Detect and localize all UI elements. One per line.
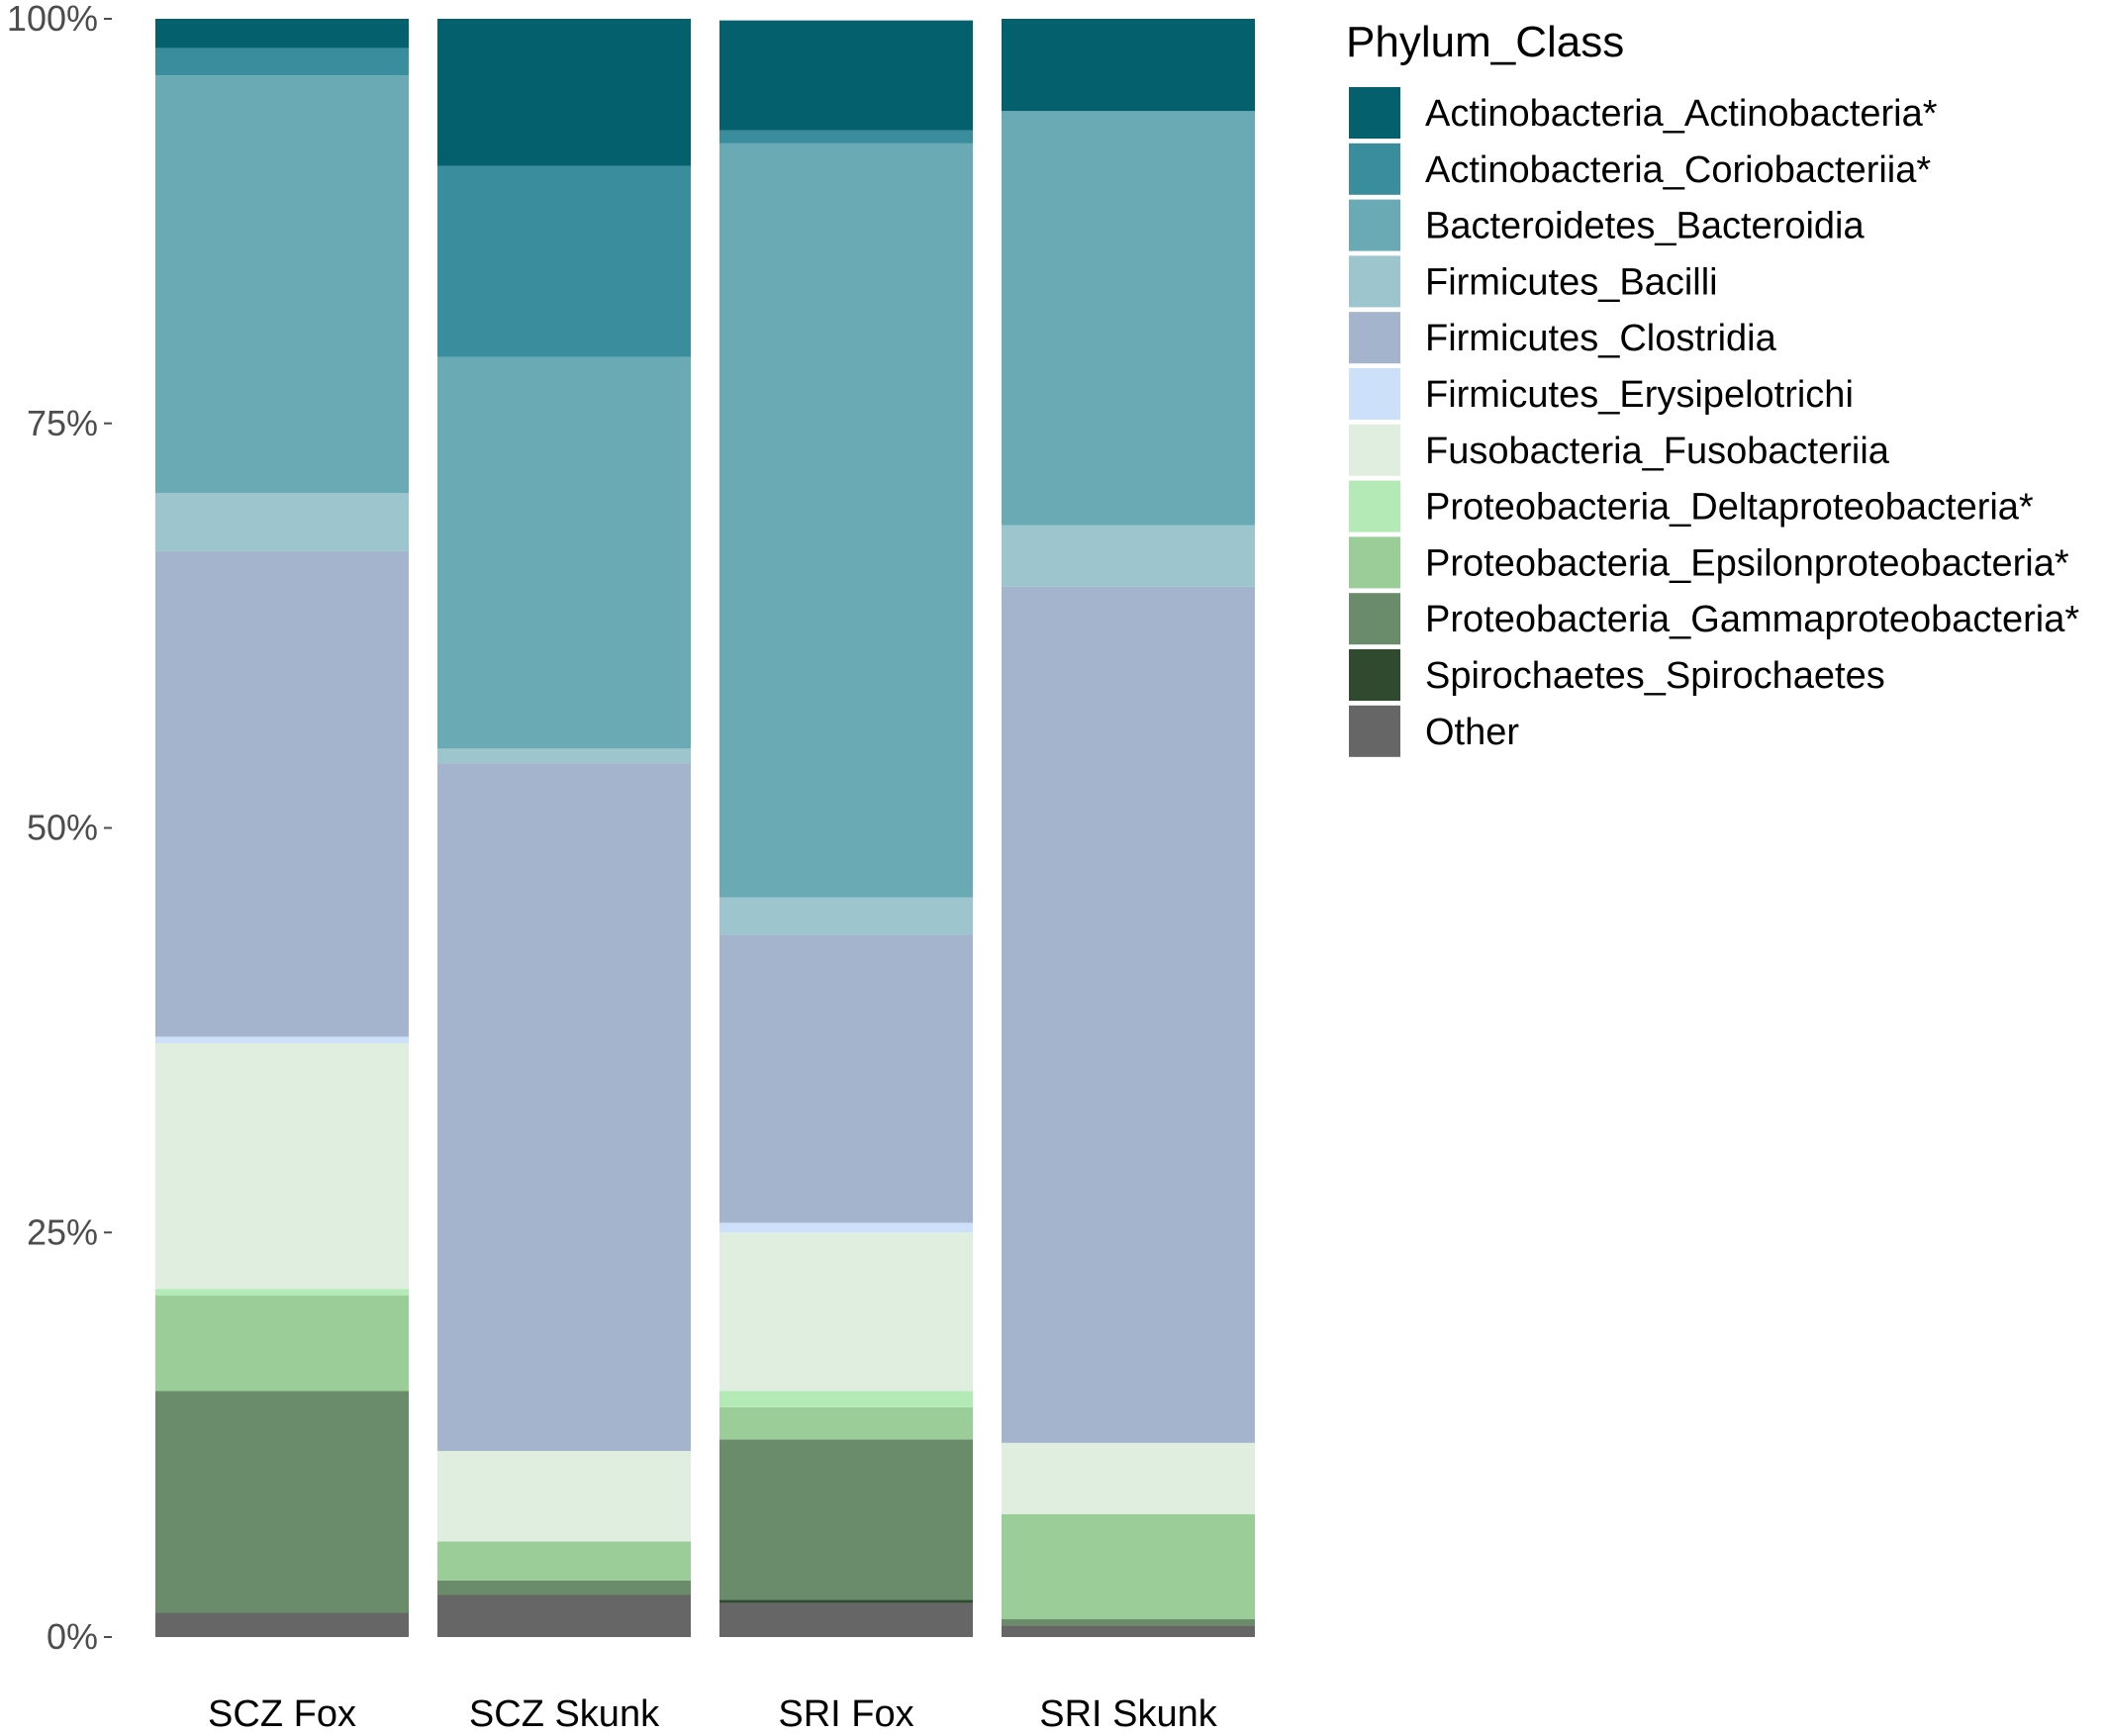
bar-segment: [437, 748, 691, 764]
bar-segment: [155, 1036, 409, 1043]
bar-segment: [719, 130, 973, 144]
legend-label: Proteobacteria_Gammaproteobacteria*: [1425, 599, 2079, 640]
bar-segment: [155, 1042, 409, 1290]
legend-swatch: [1349, 199, 1400, 251]
bar-segment: [155, 493, 409, 551]
legend-swatch: [1349, 480, 1400, 532]
legend-swatch: [1349, 649, 1400, 701]
bar-segment: [719, 1406, 973, 1440]
bar-segment: [437, 356, 691, 749]
bar-stack: [1002, 19, 1255, 1637]
bar-segment: [155, 1391, 409, 1613]
legend-title: Phylum_Class: [1346, 18, 1624, 66]
legend-label: Bacteroidetes_Bacteroidia: [1425, 206, 1865, 247]
legend-item: Proteobacteria_Deltaproteobacteria*: [1349, 480, 2034, 532]
bar-segment: [719, 1232, 973, 1392]
bar-segment: [437, 763, 691, 1451]
bar-segment: [719, 1439, 973, 1600]
legend-item: Firmicutes_Erysipelotrichi: [1349, 368, 1854, 420]
bar-segment: [1002, 586, 1255, 1443]
legend-swatch: [1349, 593, 1400, 645]
legend-label: Actinobacteria_Actinobacteria*: [1425, 93, 1938, 135]
legend-item: Bacteroidetes_Bacteroidia: [1349, 199, 1865, 251]
bar-segment: [1002, 525, 1255, 587]
bar-segment: [155, 1289, 409, 1297]
bar-segment: [437, 1450, 691, 1542]
legend-item: Firmicutes_Bacilli: [1349, 255, 1718, 308]
legend-swatch: [1349, 368, 1400, 420]
bar-segment: [155, 1296, 409, 1392]
bar-segment: [437, 19, 691, 166]
legend-label: Proteobacteria_Epsilonproteobacteria*: [1425, 542, 2069, 584]
legend-swatch: [1349, 255, 1400, 308]
legend-swatch: [1349, 705, 1400, 757]
bar-segment: [155, 75, 409, 494]
legend: Phylum_Class Actinobacteria_Actinobacter…: [1346, 18, 2079, 757]
bar-stack: [155, 19, 409, 1637]
bar-segment: [719, 1599, 973, 1603]
legend-item: Proteobacteria_Epsilonproteobacteria*: [1349, 536, 2069, 589]
legend-label: Firmicutes_Bacilli: [1425, 261, 1718, 303]
x-tick-label: SCZ Skunk: [469, 1693, 660, 1731]
legend-item: Spirochaetes_Spirochaetes: [1349, 649, 1885, 701]
bar-segment: [719, 1391, 973, 1407]
legend-item: Firmicutes_Clostridia: [1349, 312, 1777, 364]
legend-item: Fusobacteria_Fusobacteriia: [1349, 424, 1890, 476]
bar-stack: [719, 20, 973, 1637]
bar-stack: [437, 19, 691, 1637]
legend-label: Proteobacteria_Deltaproteobacteria*: [1425, 487, 2034, 529]
bar-segment: [155, 550, 409, 1037]
bar-segment: [1002, 111, 1255, 526]
legend-label: Other: [1425, 712, 1519, 753]
y-tick-label: 50%: [27, 808, 98, 848]
legend-swatch: [1349, 424, 1400, 476]
bar-segment: [437, 1580, 691, 1595]
legend-swatch: [1349, 143, 1400, 195]
legend-item: Proteobacteria_Gammaproteobacteria*: [1349, 593, 2079, 645]
legend-item: Actinobacteria_Coriobacteriia*: [1349, 143, 1931, 195]
y-tick-label: 75%: [27, 403, 98, 443]
legend-item: Other: [1349, 705, 1519, 757]
legend-swatch: [1349, 312, 1400, 364]
legend-swatch: [1349, 536, 1400, 589]
bar-segment: [719, 897, 973, 935]
legend-label: Firmicutes_Erysipelotrichi: [1425, 374, 1854, 416]
x-tick-label: SRI Fox: [778, 1693, 913, 1731]
legend-label: Spirochaetes_Spirochaetes: [1425, 655, 1885, 697]
y-axis: 0% 25% 50% 75% 100%: [7, 0, 112, 1657]
x-tick-label: SCZ Fox: [208, 1693, 356, 1731]
bar-segment: [1002, 1513, 1255, 1620]
bar-segment: [155, 19, 409, 48]
bar-segment: [437, 1594, 691, 1637]
bar-segment: [719, 20, 973, 131]
bar-segment: [1002, 19, 1255, 112]
legend-swatch: [1349, 87, 1400, 139]
x-tick-label: SRI Skunk: [1039, 1693, 1218, 1731]
y-tick-label: 0%: [47, 1616, 98, 1657]
bar-segment: [437, 1541, 691, 1581]
bar-segment: [1002, 1625, 1255, 1637]
x-axis: SCZ Fox SCZ Skunk SRI Fox SRI Skunk: [208, 1693, 1218, 1735]
legend-item: Actinobacteria_Actinobacteria*: [1349, 87, 1938, 139]
bar-segment: [155, 1612, 409, 1637]
bar-segment: [155, 48, 409, 76]
bar-segment: [719, 934, 973, 1223]
y-tick-label: 25%: [27, 1211, 98, 1252]
bar-segment: [719, 1222, 973, 1233]
legend-label: Fusobacteria_Fusobacteriia: [1425, 431, 1890, 472]
bars-layer: [155, 19, 1255, 1637]
y-tick-label: 100%: [7, 0, 98, 39]
bar-segment: [1002, 1442, 1255, 1514]
bar-segment: [1002, 1619, 1255, 1626]
legend-label: Actinobacteria_Coriobacteriia*: [1425, 149, 1931, 191]
bar-segment: [437, 165, 691, 357]
legend-label: Firmicutes_Clostridia: [1425, 318, 1777, 359]
bar-segment: [719, 1602, 973, 1637]
bar-segment: [719, 143, 973, 898]
